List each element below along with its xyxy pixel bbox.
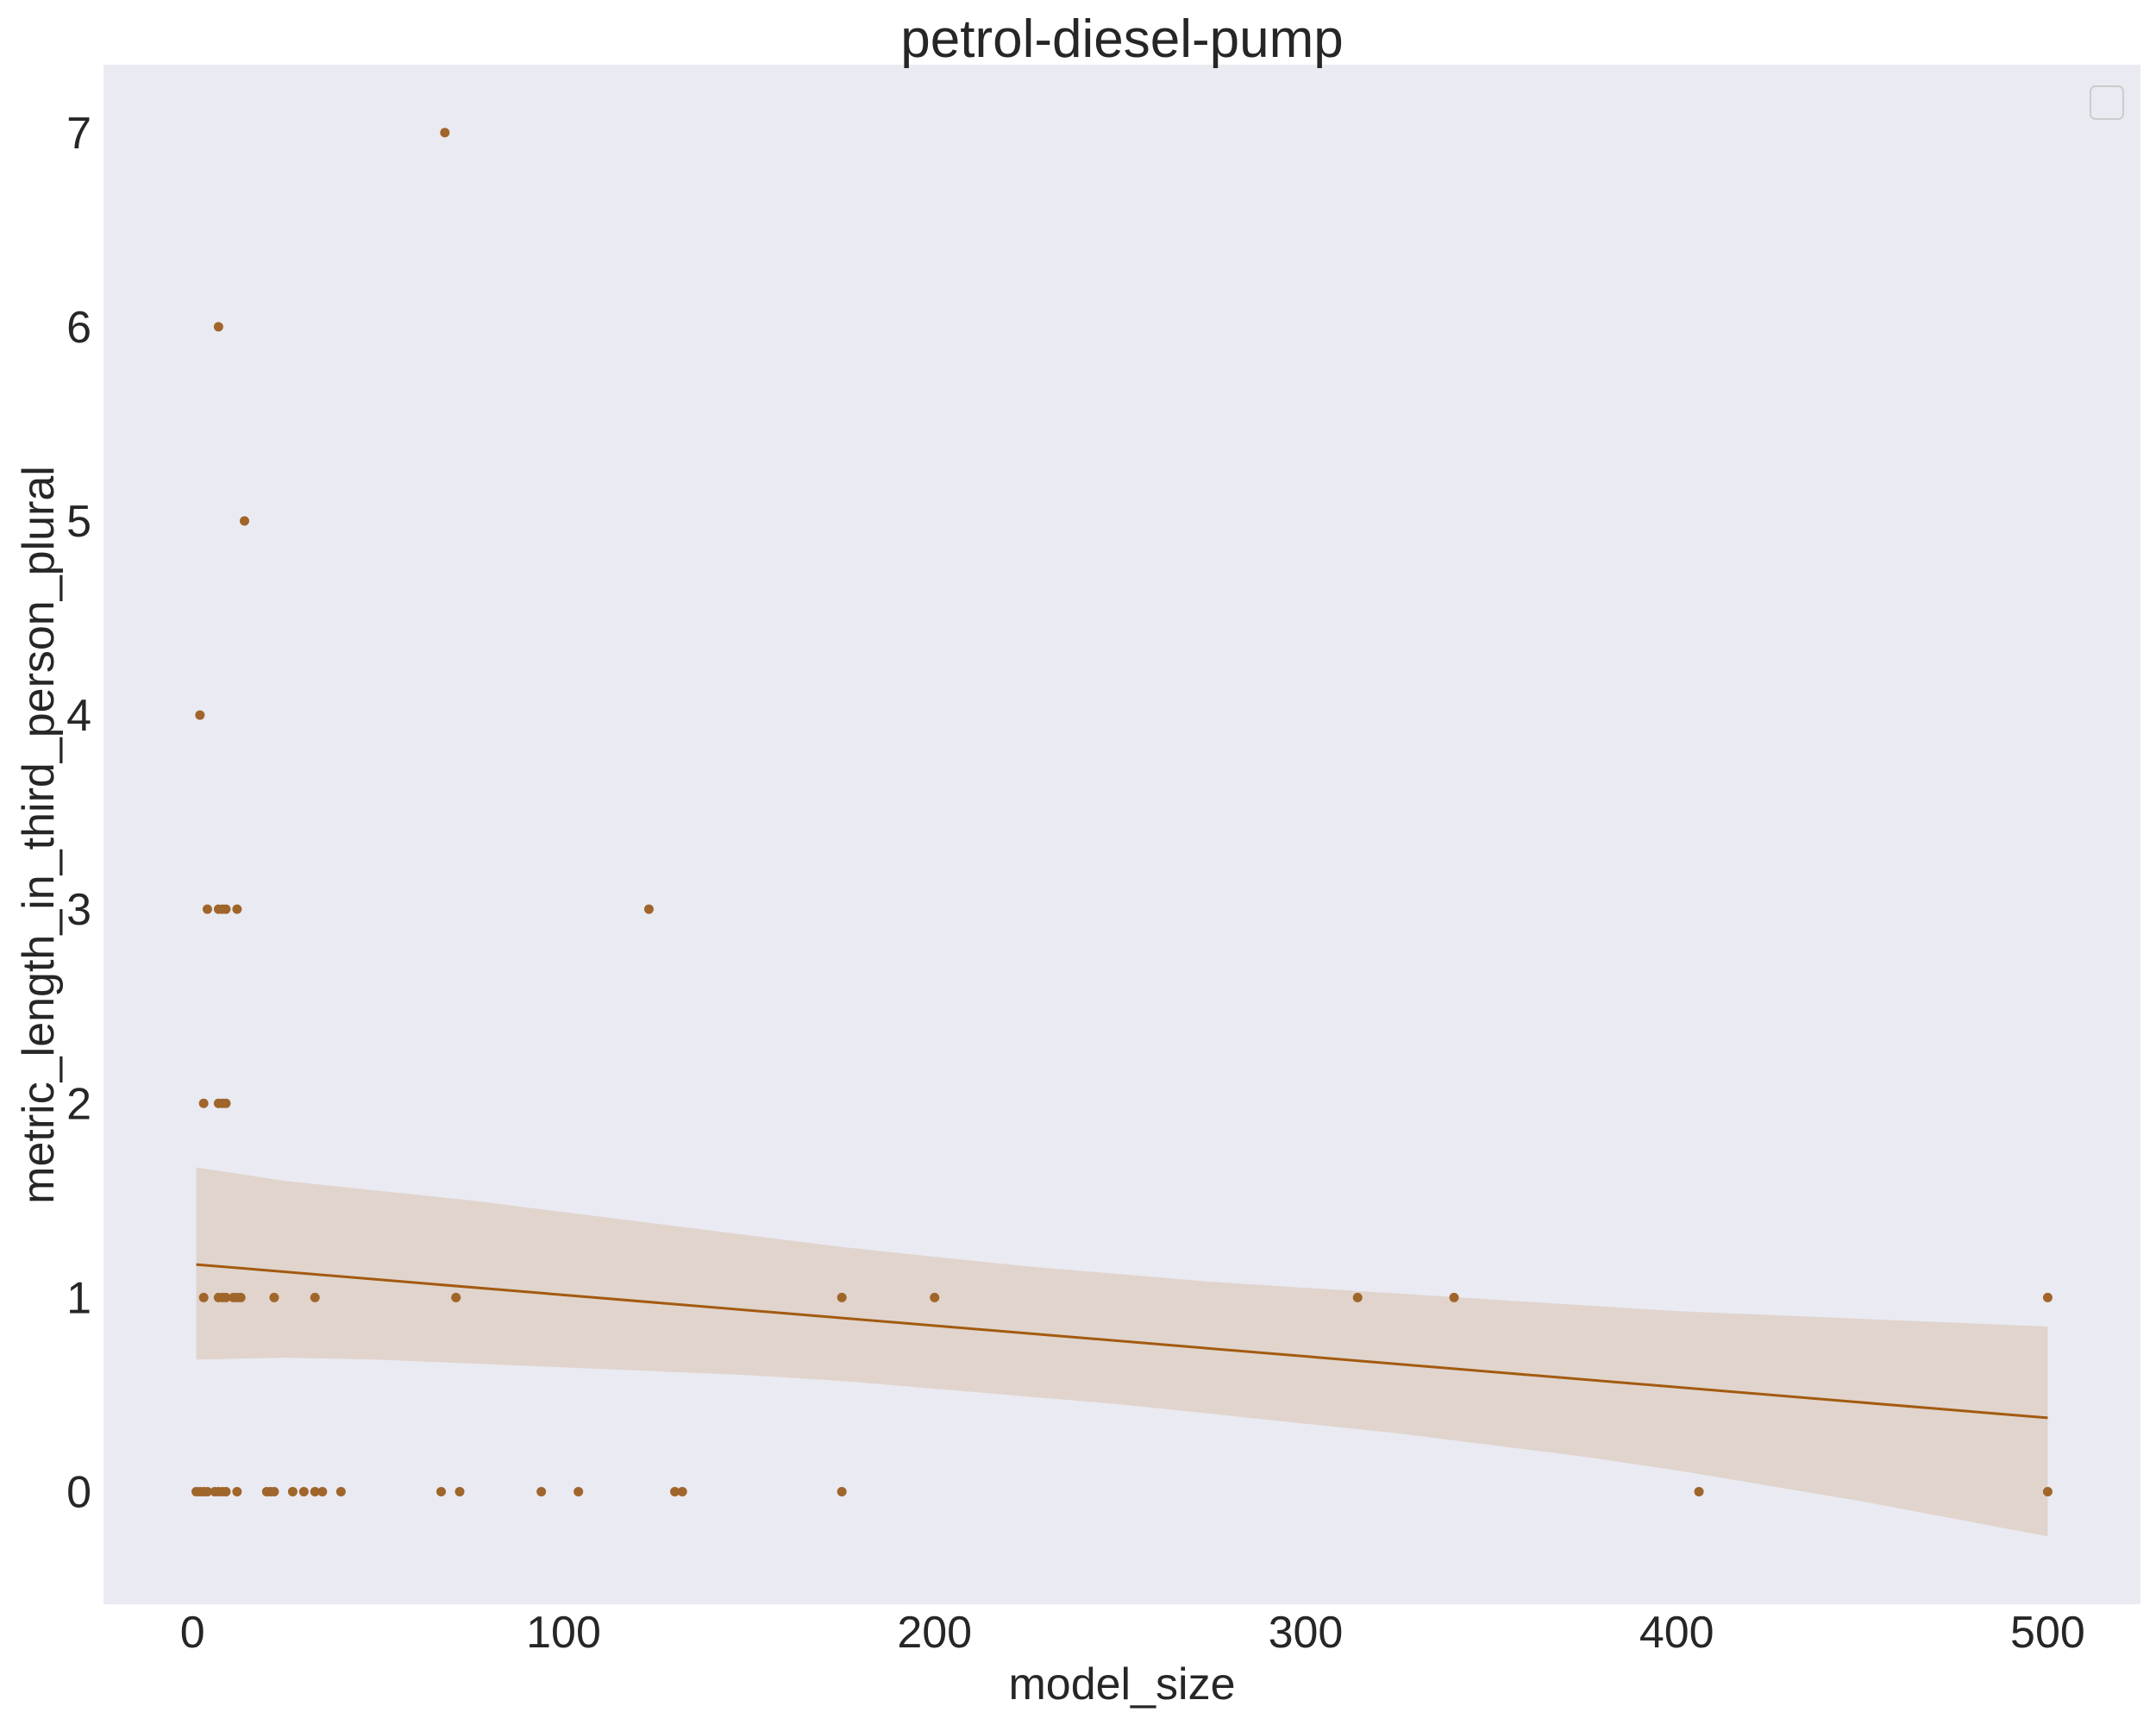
scatter-point <box>930 1292 940 1302</box>
scatter-point <box>1694 1486 1704 1496</box>
scatter-point <box>310 1486 320 1496</box>
scatter-point <box>317 1486 328 1496</box>
scatter-point <box>235 1292 246 1302</box>
scatter-point <box>677 1486 687 1496</box>
scatter-point <box>2042 1292 2053 1302</box>
scatter-point <box>221 1098 231 1108</box>
y-tick-label: 6 <box>66 303 91 353</box>
y-axis-title: metric_length_in_third_person_plural <box>14 466 64 1204</box>
x-tick-label: 500 <box>2010 1608 2085 1658</box>
y-tick-label: 7 <box>66 109 91 159</box>
scatter-point <box>451 1292 461 1302</box>
scatter-point <box>198 1292 209 1302</box>
scatter-point <box>1449 1292 1459 1302</box>
regression-line-layer <box>196 1263 2048 1420</box>
legend-box <box>2090 85 2124 120</box>
scatter-point <box>454 1486 465 1496</box>
scatter-point <box>221 904 231 914</box>
scatter-point <box>221 1486 231 1496</box>
scatter-point <box>837 1292 847 1302</box>
confidence-band <box>196 1167 2048 1537</box>
x-tick-labels: 0 100 200 300 400 500 <box>180 1608 2085 1658</box>
scatter-point <box>202 904 212 914</box>
chart-title: petrol-diesel-pump <box>900 9 1343 69</box>
x-tick-label: 200 <box>897 1608 972 1658</box>
x-tick-label: 100 <box>526 1608 601 1658</box>
scatter-point <box>573 1486 584 1496</box>
y-tick-label: 1 <box>66 1273 91 1323</box>
scatter-point <box>335 1486 346 1496</box>
scatter-point <box>298 1486 309 1496</box>
x-tick-label: 300 <box>1269 1608 1344 1658</box>
scatter-point <box>287 1486 298 1496</box>
regression-line <box>196 1263 2048 1420</box>
scatter-point <box>2042 1486 2053 1496</box>
x-tick-label: 0 <box>180 1608 205 1658</box>
scatter-point <box>837 1486 847 1496</box>
y-tick-label: 2 <box>66 1079 91 1129</box>
scatter-point <box>670 1486 680 1496</box>
y-tick-label: 5 <box>66 497 91 547</box>
x-tick-label: 400 <box>1639 1608 1714 1658</box>
x-axis-title: model_size <box>1008 1659 1235 1709</box>
scatter-point <box>269 1292 279 1302</box>
scatter-point <box>239 516 249 526</box>
scatter-point <box>202 1486 212 1496</box>
y-tick-label: 4 <box>66 691 91 741</box>
scatter-point <box>213 322 223 332</box>
y-tick-label: 3 <box>66 885 91 935</box>
y-tick-labels: 0 1 2 3 4 5 6 7 <box>66 109 91 1518</box>
scatter-point <box>1352 1292 1363 1302</box>
scatter-point <box>195 710 205 720</box>
scatter-point <box>536 1486 547 1496</box>
scatter-point <box>269 1486 279 1496</box>
scatter-point <box>221 1292 231 1302</box>
scatter-point <box>310 1292 320 1302</box>
scatter-point <box>232 904 242 914</box>
points-layer <box>191 128 2053 1496</box>
scatter-point <box>643 904 654 914</box>
scatter-point <box>440 128 450 138</box>
y-tick-label: 0 <box>66 1467 91 1517</box>
scatter-point <box>232 1486 242 1496</box>
scatter-point <box>198 1098 209 1108</box>
confidence-band-layer <box>196 1167 2048 1537</box>
scatter-point <box>436 1486 447 1496</box>
